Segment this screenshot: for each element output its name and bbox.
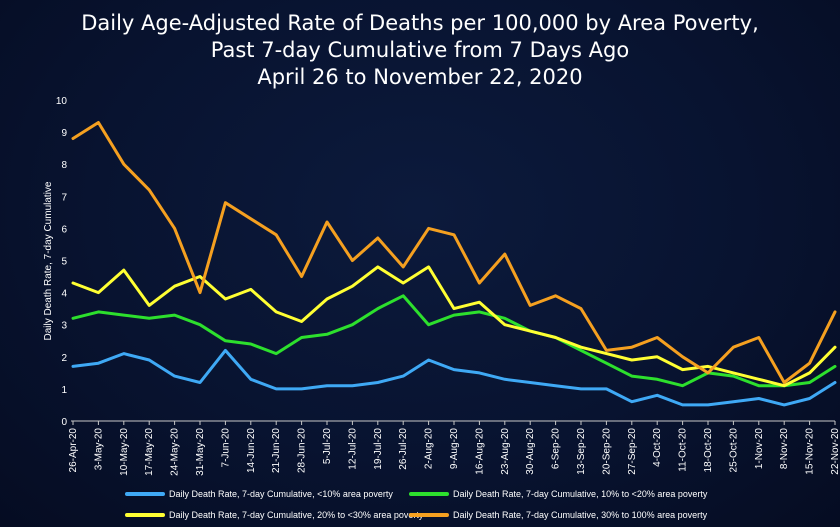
y-tick-label: 3 <box>61 321 67 332</box>
x-tick-label: 4-Oct-20 <box>652 428 663 467</box>
y-tick-label: 9 <box>61 128 67 139</box>
x-tick-label: 9-Aug-20 <box>449 428 460 470</box>
x-tick-label: 18-Oct-20 <box>703 428 714 473</box>
x-tick-label: 2-Aug-20 <box>424 428 435 470</box>
legend-label-3: Daily Death Rate, 7-day Cumulative, 20% … <box>169 510 424 520</box>
x-tick-label: 13-Sep-20 <box>576 428 587 475</box>
x-tick-label: 27-Sep-20 <box>627 428 638 475</box>
x-tick-label: 16-Aug-20 <box>474 428 485 475</box>
y-tick-label: 5 <box>61 257 67 268</box>
chart-title-line-3: April 26 to November 22, 2020 <box>257 65 582 89</box>
x-tick-label: 22-Nov-20 <box>830 428 840 475</box>
y-tick-label: 7 <box>61 192 67 203</box>
x-tick-label: 30-Aug-20 <box>525 428 536 475</box>
chart-title-line-1: Daily Age-Adjusted Rate of Deaths per 10… <box>81 11 759 35</box>
chart-title: Daily Age-Adjusted Rate of Deaths per 10… <box>81 11 759 89</box>
y-tick-label: 2 <box>61 353 67 364</box>
x-tick-label: 23-Aug-20 <box>500 428 511 475</box>
series-line-4 <box>71 121 837 384</box>
x-tick-label: 15-Nov-20 <box>805 428 816 475</box>
x-tick-label: 6-Sep-20 <box>551 428 562 470</box>
x-tick-label: 26-Jul-20 <box>398 428 409 470</box>
legend-label-1: Daily Death Rate, 7-day Cumulative, <10%… <box>169 489 393 499</box>
x-tick-label: 12-Jul-20 <box>347 428 358 470</box>
y-axis: 0 1 2 3 4 5 6 7 8 9 10 Daily Death Rate, 7-day Cumu… <box>43 96 67 428</box>
x-tick-label: 14-Jun-20 <box>246 428 257 473</box>
x-tick-label: 10-May-20 <box>119 428 130 476</box>
x-tick-label: 7-Jun-20 <box>220 428 231 468</box>
x-tick-label: 19-Jul-20 <box>373 428 384 470</box>
y-tick-label: 4 <box>61 289 67 300</box>
x-tick-label: 31-May-20 <box>195 428 206 476</box>
y-tick-label: 0 <box>61 417 67 428</box>
legend: Daily Death Rate, 7-day Cumulative, <10%… <box>125 489 708 520</box>
x-tick-label: 21-Jun-20 <box>271 428 282 473</box>
x-tick-label: 24-May-20 <box>170 428 181 476</box>
series-line-3 <box>71 265 837 388</box>
x-tick-label: 20-Sep-20 <box>601 428 612 475</box>
x-tick-label: 28-Jun-20 <box>297 428 308 473</box>
y-tick-label: 10 <box>56 96 68 107</box>
x-tick-label: 11-Oct-20 <box>678 428 689 472</box>
x-tick-label: 1-Nov-20 <box>754 428 765 470</box>
x-tick-label: 3-May-20 <box>93 428 104 471</box>
chart-title-line-2: Past 7-day Cumulative from 7 Days Ago <box>211 38 629 62</box>
x-tick-label: 17-May-20 <box>144 428 155 476</box>
y-tick-label: 6 <box>61 224 67 235</box>
x-tick-label: 25-Oct-20 <box>728 428 739 473</box>
series-line-1 <box>71 348 837 407</box>
legend-label-4: Daily Death Rate, 7-day Cumulative, 30% … <box>453 510 708 520</box>
series-lines <box>71 121 837 407</box>
x-axis: 26-Apr-20 3-May-20 10-May-20 17-May-20 24-Ma… <box>68 420 840 476</box>
y-axis-label: Daily Death Rate, 7-day Cumulative <box>43 181 54 340</box>
x-tick-label: 26-Apr-20 <box>68 428 79 473</box>
y-tick-label: 8 <box>61 160 67 171</box>
x-tick-label: 8-Nov-20 <box>779 428 790 470</box>
y-tick-label: 1 <box>61 385 67 396</box>
legend-label-2: Daily Death Rate, 7-day Cumulative, 10% … <box>453 489 708 499</box>
x-tick-label: 5-Jul-20 <box>322 428 333 465</box>
